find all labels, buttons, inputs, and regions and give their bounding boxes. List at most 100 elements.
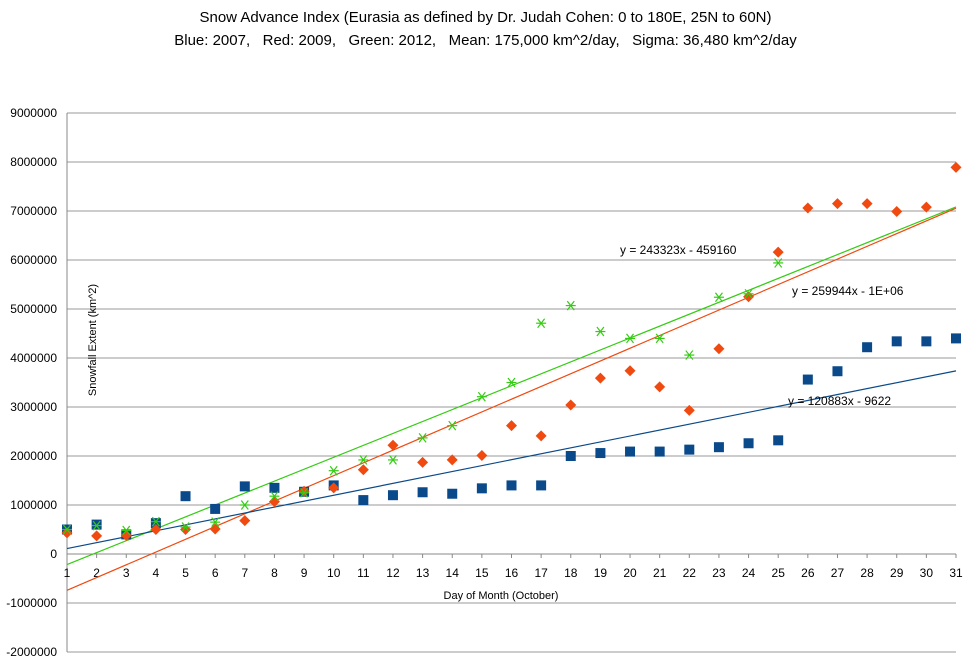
data-point-square xyxy=(150,518,161,529)
x-tick-label: 10 xyxy=(327,566,341,580)
data-point-star xyxy=(328,465,339,476)
data-point-star xyxy=(565,300,576,311)
data-point-star xyxy=(180,522,191,532)
y-tick-label: 2000000 xyxy=(10,449,57,463)
axes xyxy=(66,113,957,652)
data-point-square xyxy=(358,495,369,506)
data-point-diamond xyxy=(565,399,577,411)
x-tick-label: 22 xyxy=(683,566,697,580)
trendline-equation: y = 259944x - 1E+06 xyxy=(792,284,904,298)
x-tick-label: 16 xyxy=(505,566,519,580)
x-tick-label: 8 xyxy=(271,566,278,580)
x-tick-label: 26 xyxy=(801,566,815,580)
data-point-diamond xyxy=(920,201,932,213)
y-tick-label: 0 xyxy=(50,547,57,561)
y-axis-label: Snowfall Extent (km^2) xyxy=(87,284,99,396)
data-point-diamond xyxy=(654,381,666,393)
data-point-star xyxy=(91,520,102,531)
y-tick-label: 7000000 xyxy=(10,204,57,218)
y-tick-label: -1000000 xyxy=(6,596,57,610)
x-tick-label: 20 xyxy=(623,566,637,580)
data-point-square xyxy=(921,336,932,347)
data-point-diamond xyxy=(61,527,73,539)
data-point-square xyxy=(684,444,695,455)
data-point-star xyxy=(595,326,606,337)
data-points xyxy=(61,161,962,542)
data-point-star xyxy=(625,333,636,344)
data-point-diamond xyxy=(387,439,399,451)
x-tick-label: 13 xyxy=(416,566,430,580)
data-point-star xyxy=(506,377,517,388)
data-point-square xyxy=(210,503,221,514)
data-point-square xyxy=(743,438,754,449)
data-point-diamond xyxy=(535,430,547,442)
x-tick-label: 25 xyxy=(772,566,786,580)
data-point-diamond xyxy=(950,161,962,173)
x-tick-label: 4 xyxy=(153,566,160,580)
data-point-diamond xyxy=(861,198,873,210)
data-point-star xyxy=(62,524,72,535)
x-tick-label: 5 xyxy=(182,566,189,580)
data-point-square xyxy=(891,336,902,347)
data-point-star xyxy=(536,318,547,329)
trendline-equations: y = 243323x - 459160 y = 259944x - 1E+06 y… xyxy=(620,243,904,408)
x-tick-label: 31 xyxy=(949,566,963,580)
data-point-diamond xyxy=(357,464,369,476)
data-point-star xyxy=(358,455,369,465)
y-tick-labels: 9000000 8000000 7000000 6000000 5000000 40000… xyxy=(6,106,57,659)
data-point-diamond xyxy=(624,365,636,377)
data-point-square xyxy=(654,446,665,457)
x-tick-label: 19 xyxy=(594,566,608,580)
y-tick-label: -2000000 xyxy=(6,645,57,659)
chart-title: Snow Advance Index (Eurasia as defined b… xyxy=(199,9,772,26)
y-tick-label: 5000000 xyxy=(10,302,57,316)
data-point-diamond xyxy=(802,202,814,214)
x-tick-label: 11 xyxy=(357,566,370,580)
x-tick-label: 17 xyxy=(534,566,548,580)
data-point-star xyxy=(239,500,250,510)
x-tick-label: 12 xyxy=(386,566,400,580)
x-tick-label: 27 xyxy=(831,566,845,580)
x-tick-label: 15 xyxy=(475,566,489,580)
data-point-diamond xyxy=(91,530,103,542)
data-point-square xyxy=(713,442,724,453)
data-point-square xyxy=(802,374,813,385)
trendline xyxy=(66,370,957,550)
data-point-square xyxy=(773,435,784,446)
x-tick-label: 29 xyxy=(890,566,904,580)
x-tick-label: 24 xyxy=(742,566,756,580)
data-point-star xyxy=(713,292,724,303)
x-tick-label: 2 xyxy=(93,566,100,580)
data-point-star xyxy=(476,391,487,402)
x-tick-label: 14 xyxy=(446,566,460,580)
data-point-square xyxy=(536,480,547,491)
data-point-star xyxy=(387,455,398,465)
x-tick-label: 1 xyxy=(64,566,71,580)
data-point-diamond xyxy=(594,372,606,384)
data-point-square xyxy=(595,448,606,459)
data-point-square xyxy=(417,487,428,498)
data-point-square xyxy=(862,342,873,353)
data-point-star xyxy=(743,288,754,299)
x-tick-label: 23 xyxy=(712,566,726,580)
data-point-diamond xyxy=(831,198,843,210)
y-tick-label: 4000000 xyxy=(10,351,57,365)
x-tick-label: 7 xyxy=(241,566,248,580)
data-point-diamond xyxy=(683,404,695,416)
data-point-square xyxy=(269,482,280,493)
data-point-diamond xyxy=(239,515,251,527)
data-point-square xyxy=(476,483,487,494)
x-tick-labels: 1 2 3 4 5 6 7 8 9 10 11 12 13 14 15 16 17 18 19 20 21 22 23 24 2… xyxy=(64,566,963,580)
data-point-diamond xyxy=(150,524,162,535)
data-point-square xyxy=(951,333,961,344)
x-tick-label: 28 xyxy=(860,566,874,580)
data-point-diamond xyxy=(891,205,903,217)
x-tick-label: 21 xyxy=(653,566,667,580)
x-tick-label: 30 xyxy=(920,566,934,580)
x-tick-label: 9 xyxy=(301,566,308,580)
data-point-star xyxy=(447,420,458,431)
trendline xyxy=(66,206,957,566)
data-point-diamond xyxy=(772,246,784,258)
x-axis-label: Day of Month (October) xyxy=(444,590,559,602)
trendline-equation: y = 120883x - 9622 xyxy=(788,394,891,408)
